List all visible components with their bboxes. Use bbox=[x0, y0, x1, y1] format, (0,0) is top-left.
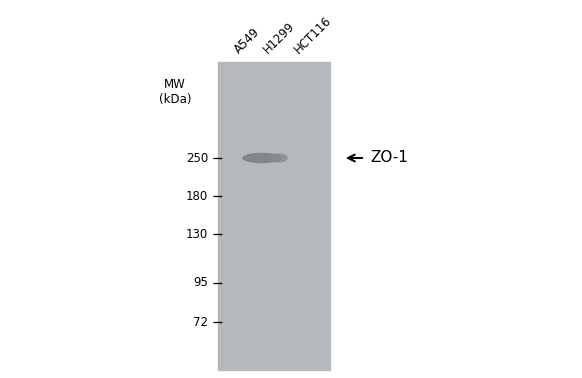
Text: HCT116: HCT116 bbox=[292, 14, 334, 56]
Text: ZO-1: ZO-1 bbox=[370, 150, 408, 166]
Text: MW
(kDa): MW (kDa) bbox=[159, 78, 191, 106]
Text: A549: A549 bbox=[232, 25, 262, 56]
Text: 95: 95 bbox=[193, 276, 208, 290]
Ellipse shape bbox=[269, 154, 287, 162]
Text: 72: 72 bbox=[193, 316, 208, 328]
Text: 130: 130 bbox=[186, 228, 208, 240]
Text: H1299: H1299 bbox=[261, 19, 297, 56]
Ellipse shape bbox=[243, 153, 281, 163]
Bar bbox=[218, 62, 330, 370]
Text: 250: 250 bbox=[186, 152, 208, 164]
Text: 180: 180 bbox=[186, 189, 208, 203]
